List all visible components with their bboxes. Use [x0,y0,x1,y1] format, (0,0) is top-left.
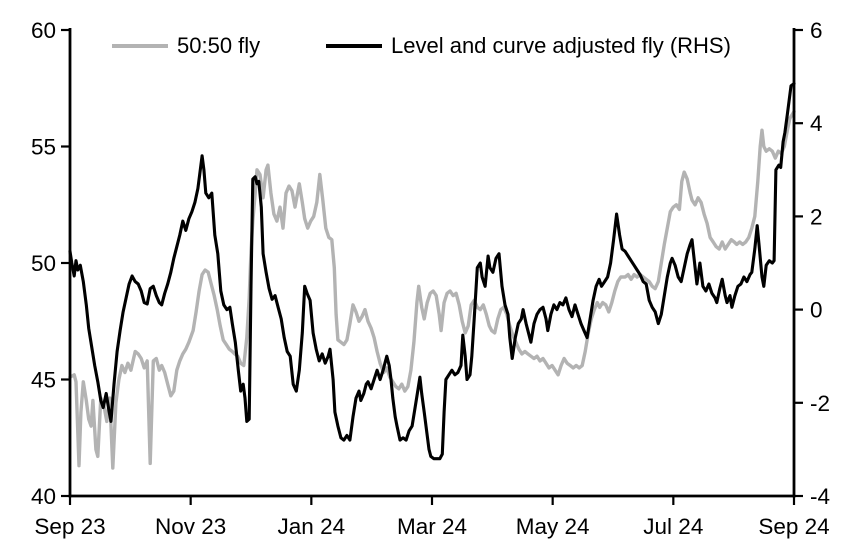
right-axis-tick-label: -2 [810,391,830,416]
x-axis-tick-label: Sep 23 [34,514,105,539]
left-axis-tick-label: 45 [31,368,56,393]
x-axis-tick-label: Sep 24 [758,514,829,539]
series-line-level-and-curve-adjusted-fly [68,82,796,461]
right-axis-tick-label: -4 [810,484,830,509]
series-line-50-50-fly [68,109,796,470]
left-axis-tick-label: 50 [31,251,56,276]
left-axis-tick-label: 60 [31,18,56,43]
right-axis-tick-label: 4 [810,111,823,136]
right-axis-tick-label: 2 [810,204,823,229]
x-axis-tick-label: May 24 [516,514,590,539]
x-axis-tick-label: Jul 24 [643,514,703,539]
x-axis-tick-label: Mar 24 [397,514,467,539]
right-axis-tick-label: 6 [810,18,823,43]
left-axis-tick-label: 55 [31,135,56,160]
right-axis-tick-label: 0 [810,298,823,323]
left-axis-tick-label: 40 [31,484,56,509]
x-axis-tick-label: Nov 23 [155,514,226,539]
x-axis-tick-label: Jan 24 [278,514,346,539]
